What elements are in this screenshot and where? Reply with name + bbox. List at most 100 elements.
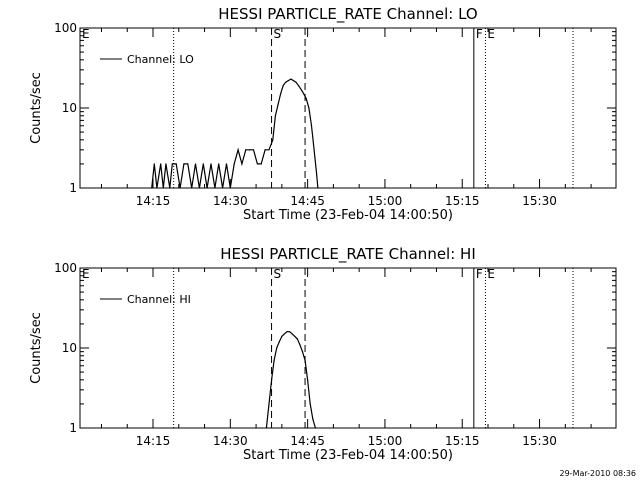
data-point <box>233 163 235 165</box>
data-point <box>313 149 315 151</box>
event-marker-label: F <box>476 267 483 281</box>
data-point <box>296 338 298 340</box>
plot-frame <box>79 267 617 429</box>
data-point <box>175 163 177 165</box>
data-point <box>160 163 162 165</box>
x-axis-label: Start Time (23-Feb-04 14:00:50) <box>243 448 453 463</box>
data-point <box>290 78 292 80</box>
x-axis-label: Start Time (23-Feb-04 14:00:50) <box>243 208 453 223</box>
data-point <box>156 187 158 189</box>
data-point <box>237 149 239 151</box>
event-marker-label: S <box>274 267 282 281</box>
x-tick-label: 14:45 <box>290 194 325 208</box>
event-marker-label: E <box>487 267 495 281</box>
data-point <box>218 163 220 165</box>
data-point <box>276 347 278 349</box>
y-tick-label: 100 <box>54 21 77 35</box>
data-point <box>300 88 302 91</box>
data-point <box>268 149 270 151</box>
event-marker-label: E <box>487 27 495 41</box>
series-line <box>151 78 319 189</box>
data-point <box>165 163 167 165</box>
data-point <box>279 93 282 95</box>
y-tick-label: 1 <box>69 421 77 435</box>
x-tick-label: 14:45 <box>290 434 325 448</box>
x-tick-label: 14:15 <box>136 194 171 208</box>
data-point <box>309 403 311 405</box>
data-point <box>249 149 251 151</box>
data-point <box>294 335 296 337</box>
y-tick-label: 1 <box>69 181 77 195</box>
data-point <box>252 149 255 151</box>
data-point <box>183 163 185 165</box>
data-point <box>194 163 197 165</box>
data-point <box>303 93 305 95</box>
chart-panel-1: HESSI PARTICLE_RATE Channel: LO 1 10 100 14:… <box>29 5 617 223</box>
data-point <box>270 379 273 381</box>
data-point <box>214 187 216 189</box>
data-point <box>268 403 270 405</box>
data-point <box>288 331 291 333</box>
x-tick-label: 15:30 <box>522 194 557 208</box>
y-tick-label: 100 <box>54 261 77 275</box>
data-point <box>277 104 279 106</box>
x-tick-label: 15:00 <box>368 434 403 448</box>
data-point <box>299 344 301 346</box>
y-tick-label: 10 <box>62 341 77 355</box>
data-point <box>169 187 171 189</box>
y-axis-label: Counts/sec <box>29 312 44 384</box>
data-point <box>272 139 274 141</box>
chart-title: HESSI PARTICLE_RATE Channel: LO <box>218 5 477 24</box>
data-point <box>153 163 155 165</box>
data-point <box>301 351 304 353</box>
data-point <box>281 335 283 337</box>
x-tick-label: 14:15 <box>136 434 171 448</box>
data-point <box>305 98 307 100</box>
print-timestamp: 29-Mar-2010 08:36 <box>559 469 637 478</box>
data-point <box>292 80 295 82</box>
x-tick-label: 14:30 <box>213 434 248 448</box>
data-point <box>241 163 243 165</box>
chart-title: HESSI PARTICLE_RATE Channel: HI <box>220 245 476 264</box>
data-point <box>162 187 164 189</box>
data-point <box>179 187 181 189</box>
data-point <box>307 379 309 381</box>
data-point <box>151 187 153 189</box>
data-point <box>314 427 316 429</box>
data-point <box>274 115 277 117</box>
data-point <box>187 163 189 165</box>
data-point <box>191 187 193 189</box>
data-point <box>256 163 258 165</box>
data-point <box>304 359 306 361</box>
event-marker-label: S <box>274 27 282 41</box>
event-marker-label: E <box>82 27 90 41</box>
data-point <box>308 107 310 109</box>
data-point <box>245 149 247 151</box>
y-axis-label: Counts/sec <box>29 72 44 144</box>
data-point <box>221 187 224 189</box>
x-tick-label: 15:15 <box>445 194 480 208</box>
data-point <box>278 341 280 343</box>
data-point <box>287 80 289 82</box>
event-marker-label: F <box>476 27 483 41</box>
x-tick-label: 15:30 <box>522 434 557 448</box>
event-marker-label: E <box>82 267 90 281</box>
data-point <box>286 331 288 333</box>
x-tick-label: 14:30 <box>213 194 248 208</box>
x-tick-label: 15:15 <box>445 434 480 448</box>
data-point <box>198 187 200 189</box>
data-point <box>206 187 208 189</box>
data-point <box>264 149 266 151</box>
data-point <box>260 163 262 165</box>
data-point <box>225 163 228 165</box>
data-point <box>317 187 319 189</box>
data-point <box>229 187 231 189</box>
legend-label: Channel: HI <box>127 293 191 306</box>
data-point <box>310 125 313 127</box>
data-point <box>282 85 284 87</box>
series-line <box>265 331 316 429</box>
data-point <box>210 163 212 165</box>
data-point <box>202 163 204 165</box>
y-tick-label: 10 <box>62 101 77 115</box>
